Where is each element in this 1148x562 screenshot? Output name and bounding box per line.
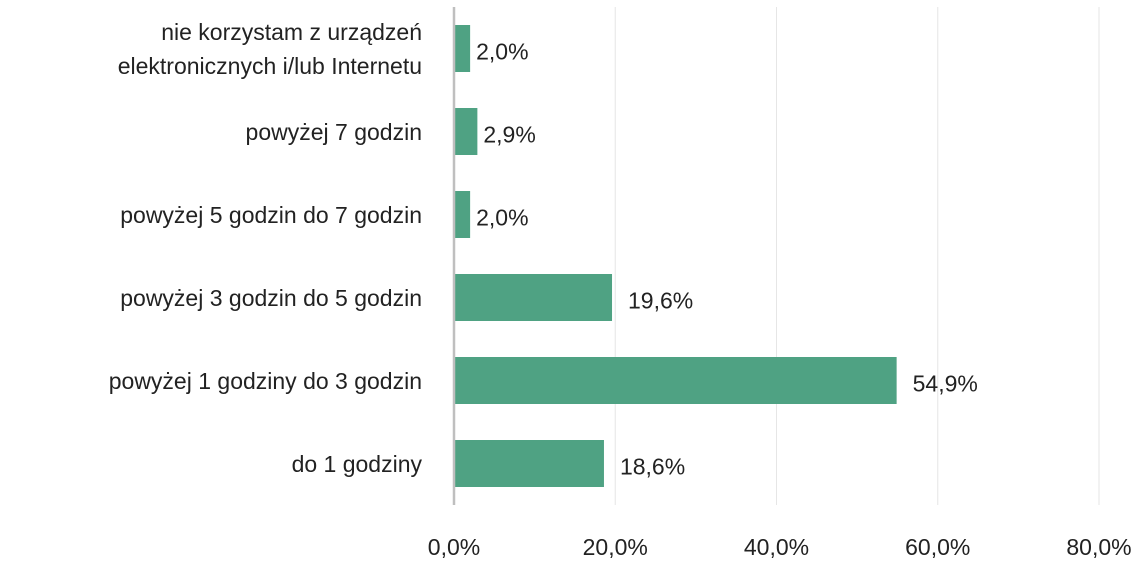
y-tick-label: powyżej 1 godziny do 3 godzin [108, 367, 422, 394]
y-tick-label: do 1 godziny [291, 450, 422, 477]
bar [454, 274, 613, 321]
x-tick-label: 80,0% [1066, 534, 1131, 560]
value-label: 19,6% [628, 288, 693, 314]
value-label: 2,0% [476, 205, 528, 231]
bar [454, 357, 897, 404]
y-tick-label: nie korzystam z urządzeń elektronicznych… [117, 18, 422, 79]
x-tick-label: 40,0% [744, 534, 809, 560]
y-tick-label: powyżej 7 godzin [245, 118, 422, 145]
y-tick-label: powyżej 3 godzin do 5 godzin [120, 284, 422, 311]
bar [454, 191, 471, 238]
value-label: 18,6% [620, 454, 685, 480]
bar [454, 108, 478, 155]
y-tick-label: powyżej 5 godzin do 7 godzin [120, 201, 422, 228]
value-label: 2,9% [483, 122, 535, 148]
x-tick-label: 0,0% [428, 534, 480, 560]
value-label: 54,9% [913, 371, 978, 397]
bar [454, 25, 471, 72]
bar [454, 440, 604, 487]
x-tick-label: 60,0% [905, 534, 970, 560]
x-tick-label: 20,0% [583, 534, 648, 560]
value-label: 2,0% [476, 39, 528, 65]
